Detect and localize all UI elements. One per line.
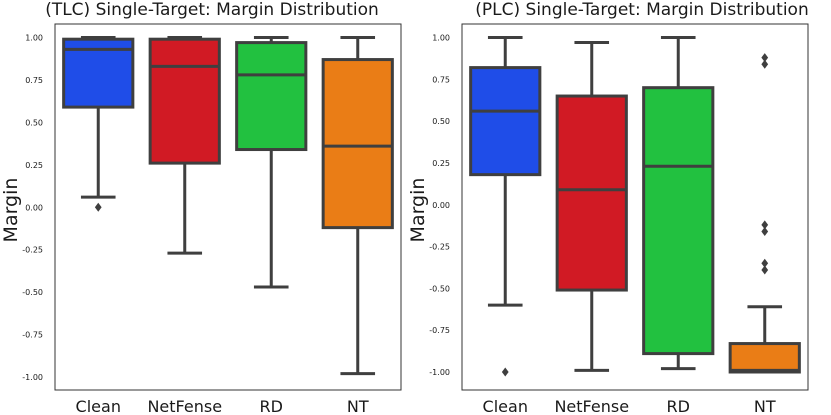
tlc-chart-title: (TLC) Single-Target: Margin Distribution (45, 0, 379, 20)
tlc-x-tick-rd: RD (260, 397, 283, 415)
plc-box-clean (469, 36, 542, 377)
tlc-boxes (62, 36, 394, 376)
plc-outlier-nt (761, 59, 769, 69)
plc-y-tick-label: -0.25 (429, 243, 450, 252)
plc-iqr-box-rd (642, 86, 715, 356)
plc-y-tick-label: -1.00 (429, 368, 450, 377)
plc-outlier-nt (761, 227, 769, 237)
plc-x-ticks: Clean NetFense RD NT (483, 397, 776, 415)
tlc-plot-frame (54, 23, 402, 391)
plc-x-tick-clean: Clean (483, 397, 528, 415)
tlc-outlier-clean (94, 202, 102, 212)
tlc-x-ticks: Clean NetFense RD NT (76, 397, 369, 415)
tlc-x-tick-clean: Clean (76, 397, 121, 415)
plc-plot-frame (461, 23, 809, 391)
plc-box-nt (728, 53, 801, 374)
tlc-y-tick-label: -0.50 (22, 288, 43, 297)
tlc-margin-boxplot-panel: (TLC) Single-Target: Margin Distribution… (0, 0, 402, 415)
tlc-y-tick-label: -0.75 (22, 331, 43, 340)
tlc-box-clean (62, 36, 135, 212)
plc-y-tick-label: -0.75 (429, 326, 450, 335)
plc-outlier-nt (761, 220, 769, 230)
tlc-x-tick-netfense: NetFense (147, 397, 222, 415)
plc-box-rd (642, 36, 715, 371)
plc-x-tick-rd: RD (667, 397, 690, 415)
plc-boxes (469, 36, 801, 377)
plc-y-tick-label: 1.00 (432, 34, 450, 43)
tlc-y-tick-label: -0.25 (22, 246, 43, 255)
tlc-y-tick-label: 0.25 (25, 161, 43, 170)
tlc-x-tick-nt: NT (347, 397, 369, 415)
tlc-y-tick-label: -1.00 (22, 373, 43, 382)
plc-outlier-nt (761, 258, 769, 268)
tlc-y-tick-label: 0.00 (25, 203, 43, 212)
plc-iqr-box-netfense (555, 94, 628, 292)
plc-y-tick-label: -0.50 (429, 284, 450, 293)
tlc-box-nt (321, 36, 394, 376)
plc-box-netfense (555, 41, 628, 372)
tlc-iqr-box-netfense (148, 37, 221, 165)
tlc-y-axis-label: Margin (0, 178, 22, 243)
tlc-iqr-box-nt (321, 58, 394, 230)
tlc-y-ticks: 1.00 0.75 0.50 0.25 0.00 -0.25 -0.50 -0.75 -1.00 (22, 34, 43, 383)
tlc-box-netfense (148, 36, 221, 255)
plc-y-ticks: 1.00 0.75 0.50 0.25 0.00 -0.25 -0.50 -0.75 -1.00 (429, 34, 450, 378)
tlc-iqr-box-rd (235, 41, 308, 152)
tlc-y-tick-label: 0.50 (25, 118, 43, 127)
plc-x-tick-netfense: NetFense (554, 397, 629, 415)
plc-x-tick-nt: NT (754, 397, 776, 415)
plc-outlier-clean (501, 367, 509, 377)
plc-margin-boxplot-panel: (PLC) Single-Target: Margin Distribution… (407, 0, 809, 415)
plc-y-tick-label: 0.75 (432, 75, 450, 84)
plc-y-tick-label: 0.25 (432, 159, 450, 168)
tlc-y-tick-label: 0.75 (25, 76, 43, 85)
plc-chart-title: (PLC) Single-Target: Margin Distribution (475, 0, 808, 20)
plc-iqr-box-clean (469, 66, 542, 177)
tlc-y-tick-label: 1.00 (25, 34, 43, 43)
plc-outlier-nt (761, 53, 769, 63)
plc-iqr-box-nt (728, 342, 801, 374)
plc-outlier-nt (761, 265, 769, 275)
plc-y-tick-label: 0.00 (432, 201, 450, 210)
plc-y-tick-label: 0.50 (432, 117, 450, 126)
plc-y-axis-label: Margin (407, 178, 429, 243)
tlc-box-rd (235, 36, 308, 289)
